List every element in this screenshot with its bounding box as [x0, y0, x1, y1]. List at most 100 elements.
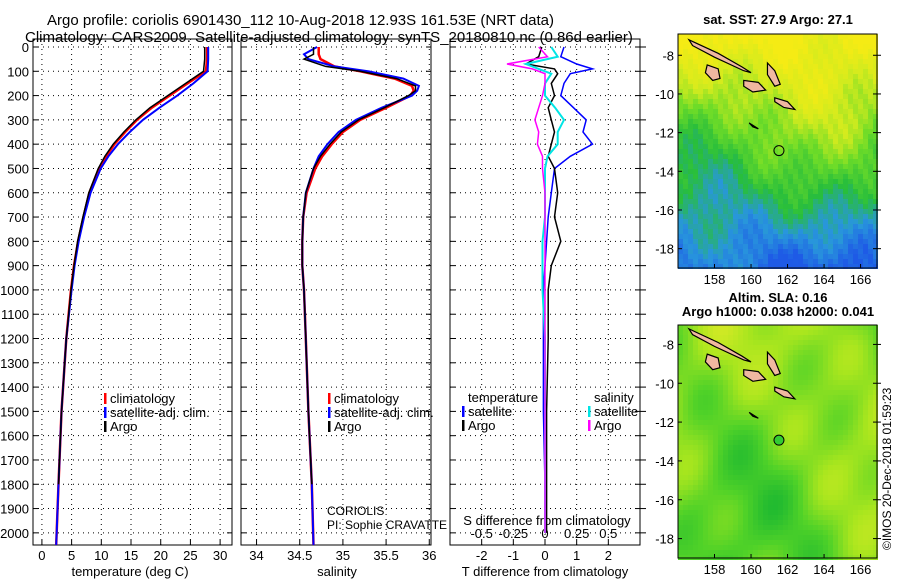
map-cell	[818, 89, 823, 94]
map-cell	[678, 410, 683, 415]
map-cell	[823, 365, 828, 370]
map-cell	[818, 179, 823, 184]
map-cell	[748, 259, 753, 264]
map-cell	[683, 84, 688, 89]
map-cell	[848, 510, 853, 515]
map-cell	[733, 480, 738, 485]
map-cell	[758, 525, 763, 530]
map-cell	[688, 330, 693, 335]
map-cell	[738, 460, 743, 465]
map-cell	[828, 435, 833, 440]
map-cell	[838, 355, 843, 360]
temperature-xtick-label: 0	[38, 548, 45, 563]
map-cell	[763, 480, 768, 485]
diff-legend-t-argo-swatch	[462, 420, 465, 431]
map-cell	[768, 134, 773, 139]
map-cell	[693, 505, 698, 510]
map-cell	[868, 355, 873, 360]
map-cell	[793, 129, 798, 134]
map-cell	[803, 375, 808, 380]
map-cell	[783, 340, 788, 345]
s-diff-satellite-line	[522, 46, 566, 533]
map-cell	[763, 530, 768, 535]
map-cell	[693, 485, 698, 490]
depth-tick-label: 500	[7, 161, 29, 176]
map-cell	[748, 249, 753, 254]
map-cell	[783, 380, 788, 385]
map-cell	[768, 335, 773, 340]
map-cell	[683, 214, 688, 219]
map-cell	[788, 219, 793, 224]
map-cell	[773, 330, 778, 335]
map-cell	[813, 84, 818, 89]
map-cell	[863, 410, 868, 415]
map-cell	[788, 84, 793, 89]
map-cell	[803, 129, 808, 134]
map-cell	[778, 94, 783, 99]
map-cell	[778, 520, 783, 525]
map-cell	[778, 515, 783, 520]
map-cell	[678, 224, 683, 229]
map-cell	[848, 415, 853, 420]
map-cell	[778, 480, 783, 485]
map-cell	[798, 219, 803, 224]
map-cell	[828, 360, 833, 365]
temperature-frame	[32, 38, 233, 546]
map-cell	[688, 390, 693, 395]
map-cell	[733, 365, 738, 370]
map-cell	[858, 234, 863, 239]
map-cell	[818, 119, 823, 124]
map-cell	[693, 450, 698, 455]
map-cell	[818, 340, 823, 345]
map-cell	[848, 455, 853, 460]
map-cell	[723, 79, 728, 84]
map-cell	[733, 500, 738, 505]
map-cell	[838, 495, 843, 500]
map-cell	[838, 460, 843, 465]
map-cell	[718, 400, 723, 405]
map-cell	[848, 54, 853, 59]
map-cell	[858, 149, 863, 154]
map-cell	[703, 79, 708, 84]
map-cell	[743, 445, 748, 450]
map-cell	[773, 149, 778, 154]
map-cell	[863, 445, 868, 450]
map-cell	[698, 515, 703, 520]
map-cell	[863, 395, 868, 400]
map-cell	[718, 340, 723, 345]
map-cell	[678, 370, 683, 375]
map-cell	[793, 325, 798, 330]
map-cell	[778, 39, 783, 44]
map-cell	[853, 420, 858, 425]
map-cell	[798, 395, 803, 400]
map-cell	[848, 430, 853, 435]
map-cell	[698, 400, 703, 405]
map-cell	[858, 119, 863, 124]
map-cell	[758, 174, 763, 179]
map-cell	[683, 415, 688, 420]
map-cell	[828, 54, 833, 59]
map-cell	[873, 505, 878, 510]
map-cell	[808, 325, 813, 330]
map-cell	[873, 375, 878, 380]
map-cell	[868, 159, 873, 164]
map-cell	[738, 254, 743, 259]
map-cell	[823, 189, 828, 194]
map-cell	[768, 525, 773, 530]
map-cell	[873, 79, 878, 84]
map-cell	[833, 39, 838, 44]
map-cell	[728, 214, 733, 219]
map-cell	[788, 355, 793, 360]
map-cell	[743, 360, 748, 365]
map-cell	[748, 199, 753, 204]
map-cell	[798, 500, 803, 505]
map-cell	[833, 264, 838, 269]
map-cell	[808, 365, 813, 370]
map-cell	[788, 505, 793, 510]
map-cell	[838, 470, 843, 475]
map-cell	[778, 119, 783, 124]
map-cell	[783, 465, 788, 470]
map-cell	[723, 395, 728, 400]
map-cell	[823, 370, 828, 375]
map-cell	[698, 89, 703, 94]
